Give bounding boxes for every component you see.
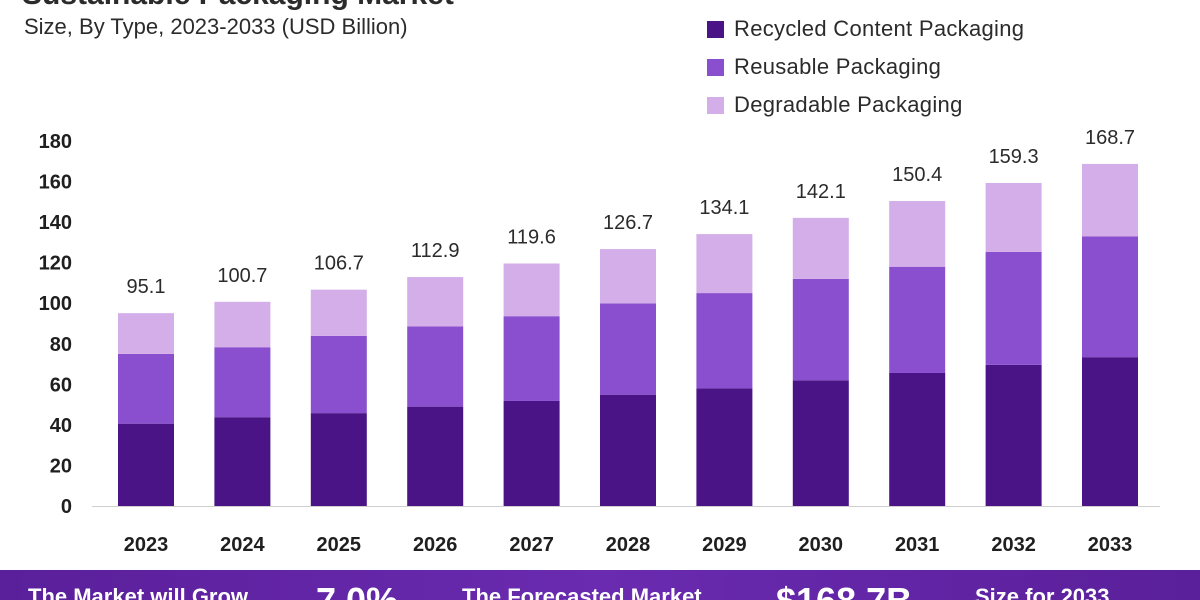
y-tick-label: 80 — [50, 334, 72, 356]
legend-label-reusable: Reusable Packaging — [734, 54, 942, 79]
legend-swatch-degradable — [707, 96, 724, 114]
bar-total-label: 112.9 — [411, 240, 460, 262]
bar-total-label: 126.7 — [603, 212, 653, 234]
bar-segment-reusable-packaging — [600, 303, 656, 395]
y-tick-label: 140 — [39, 212, 72, 234]
bar-segment-degradable-packaging — [792, 217, 849, 279]
bar-segment-degradable-packaging — [503, 263, 560, 317]
bar-total-label: 95.1 — [127, 276, 166, 298]
bar-segment-degradable-packaging — [696, 234, 753, 294]
y-tick-label: 160 — [39, 172, 72, 194]
y-tick-label: 120 — [39, 253, 72, 275]
bar-segment-recycled-content-packaging — [503, 400, 560, 506]
x-tick-label: 2030 — [799, 534, 844, 556]
bar-segment-reusable-packaging — [214, 347, 271, 418]
bar-segment-recycled-content-packaging — [889, 372, 946, 506]
bar-segment-degradable-packaging — [600, 249, 656, 304]
x-tick-label: 2028 — [606, 534, 651, 556]
legend: Recycled Content Packaging Reusable Pack… — [707, 10, 1024, 124]
bar-segment-degradable-packaging — [214, 301, 271, 348]
banner-text-grow: The Market will Grow — [28, 584, 249, 600]
y-tick-label: 40 — [50, 415, 72, 437]
y-tick-label: 0 — [61, 496, 72, 518]
x-tick-label: 2029 — [702, 534, 747, 556]
bar-segment-degradable-packaging — [118, 313, 174, 354]
bar-segment-reusable-packaging — [889, 266, 946, 373]
x-tick-label: 2032 — [991, 534, 1036, 556]
bottom-banner: The Market will Grow 7.0% The Forecasted… — [0, 570, 1200, 600]
legend-item-reusable: Reusable Packaging — [707, 48, 1024, 86]
x-tick-label: 2023 — [124, 534, 169, 556]
bar-segment-reusable-packaging — [1082, 236, 1138, 358]
bar-segment-recycled-content-packaging — [407, 406, 464, 506]
bar-segment-degradable-packaging — [1082, 163, 1138, 237]
bar-segment-degradable-packaging — [407, 277, 464, 327]
x-tick-label: 2027 — [509, 534, 554, 556]
x-tick-label: 2033 — [1088, 534, 1133, 556]
title-cut: Sustainable Packaging Market — [0, 0, 1200, 10]
bar-segment-degradable-packaging — [889, 201, 946, 267]
y-tick-label: 20 — [50, 455, 72, 477]
legend-item-degradable: Degradable Packaging — [707, 86, 1024, 124]
bar-segment-degradable-packaging — [985, 182, 1042, 252]
y-tick-label: 60 — [50, 374, 72, 396]
bar-segment-reusable-packaging — [407, 326, 464, 407]
bar-segment-recycled-content-packaging — [600, 394, 656, 506]
bar-segment-recycled-content-packaging — [792, 380, 849, 506]
bar-segment-reusable-packaging — [118, 353, 174, 424]
legend-swatch-recycled — [707, 20, 724, 38]
chart-title-fragment: Sustainable Packaging Market — [22, 0, 454, 10]
legend-label-degradable: Degradable Packaging — [734, 92, 963, 117]
legend-item-recycled: Recycled Content Packaging — [707, 10, 1024, 48]
bar-segment-recycled-content-packaging — [118, 423, 174, 506]
y-tick-label: 100 — [39, 293, 72, 315]
bar-segment-recycled-content-packaging — [696, 388, 753, 506]
bar-segment-recycled-content-packaging — [1082, 357, 1138, 506]
bar-total-label: 134.1 — [699, 197, 749, 219]
bar-total-label: 106.7 — [314, 253, 364, 275]
banner-cagr: 7.0% — [316, 580, 398, 600]
bar-segment-reusable-packaging — [985, 251, 1042, 365]
legend-swatch-reusable — [707, 58, 724, 76]
bar-segment-reusable-packaging — [792, 278, 849, 381]
x-tick-label: 2026 — [413, 534, 458, 556]
y-tick-label: 180 — [39, 131, 72, 153]
bar-total-label: 100.7 — [217, 265, 267, 287]
bar-total-label: 150.4 — [892, 164, 942, 186]
banner-text-size: Size for 2033 — [975, 584, 1110, 600]
x-tick-label: 2025 — [317, 534, 362, 556]
bar-segment-reusable-packaging — [696, 293, 753, 389]
bar-total-label: 119.6 — [507, 226, 556, 248]
bar-segment-degradable-packaging — [310, 289, 367, 336]
chart-subtitle: Size, By Type, 2023-2033 (USD Billion) — [24, 14, 408, 39]
bar-total-label: 168.7 — [1085, 127, 1135, 149]
stacked-bar-chart: 0 20 40 60 80 100 120 140 160 180 95.1 2023 100.7 202… — [39, 127, 1160, 556]
legend-label-recycled: Recycled Content Packaging — [734, 16, 1025, 41]
banner-market-size: $168.7B — [776, 580, 912, 600]
bar-segment-recycled-content-packaging — [985, 364, 1042, 506]
x-tick-label: 2031 — [895, 534, 940, 556]
bar-segment-recycled-content-packaging — [310, 413, 367, 506]
x-tick-label: 2024 — [220, 534, 265, 556]
bar-segment-reusable-packaging — [503, 316, 560, 401]
bar-total-label: 142.1 — [796, 181, 846, 203]
banner-text-forecast: The Forecasted Market — [462, 584, 702, 600]
bar-total-label: 159.3 — [989, 146, 1039, 168]
bar-segment-reusable-packaging — [310, 335, 367, 414]
bar-segment-recycled-content-packaging — [214, 417, 271, 506]
